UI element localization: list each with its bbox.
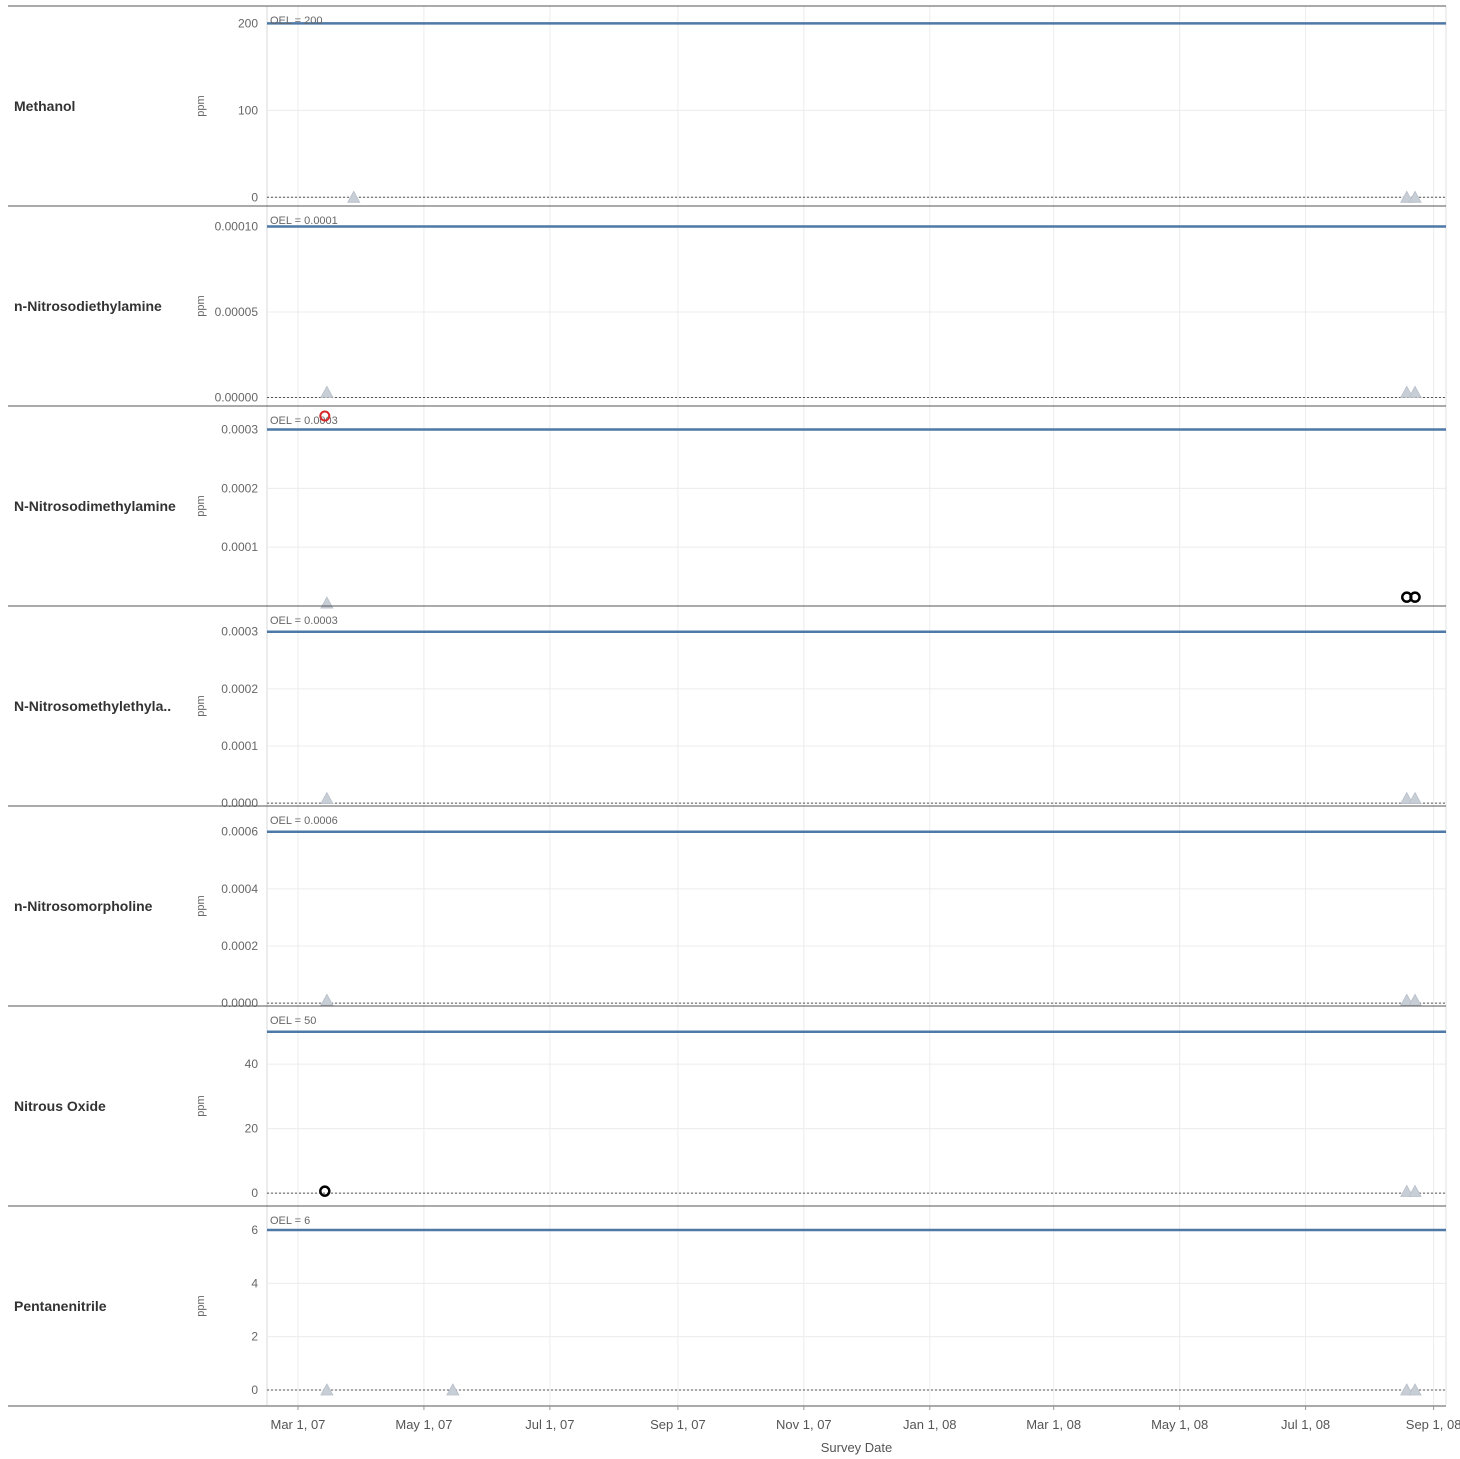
y-tick-label: 0.0003	[221, 625, 258, 639]
panel: n-Nitrosomorpholine ppm 0.0006 0.0004 0.0002…	[14, 815, 1446, 1010]
y-tick-label: 20	[245, 1122, 259, 1136]
x-tick-label: Jan 1, 08	[903, 1417, 957, 1432]
y-tick-label: 0.0001	[221, 540, 258, 554]
x-axis: Mar 1, 07 May 1, 07 Jul 1, 07 Sep 1, 07 Nov …	[271, 1405, 1460, 1455]
nondetect-marker	[1408, 993, 1422, 1006]
x-tick-label: Jul 1, 07	[525, 1417, 574, 1432]
x-axis-title: Survey Date	[821, 1440, 893, 1455]
y-tick-label: 0	[251, 1186, 258, 1200]
y-tick-label: 0.00010	[215, 220, 259, 234]
panel-label: n-Nitrosomorpholine	[14, 898, 153, 914]
y-tick-label: 0.0006	[221, 825, 258, 839]
y-tick-label: 2	[251, 1330, 258, 1344]
nondetect-marker	[1400, 190, 1414, 203]
nondetect-marker	[1400, 1383, 1414, 1396]
oel-label: OEL = 200	[270, 15, 323, 27]
panel: Pentanenitrile ppm 6 4 2 0 OEL = 6	[14, 1215, 1446, 1397]
y-tick-label: 4	[251, 1276, 258, 1290]
panel: Methanol ppm 200 100 0 OEL = 200	[14, 15, 1446, 204]
panel-label: n-Nitrosodiethylamine	[14, 298, 162, 314]
panel: n-Nitrosodiethylamine ppm 0.00010 0.00005 0.…	[14, 215, 1446, 404]
y-axis-title: ppm	[195, 1095, 207, 1116]
y-tick-label: 0.0002	[221, 481, 258, 495]
y-tick-label: 0.0003	[221, 423, 258, 437]
oel-label: OEL = 50	[270, 1015, 316, 1027]
x-tick-label: Sep 1, 07	[650, 1417, 706, 1432]
y-axis-title: ppm	[195, 495, 207, 516]
y-axis-title: ppm	[195, 1295, 207, 1316]
nondetect-marker	[320, 993, 334, 1006]
oel-label: OEL = 0.0006	[270, 815, 338, 827]
nondetect-marker	[1400, 385, 1414, 398]
y-axis-title: ppm	[195, 895, 207, 916]
x-tick-label: May 1, 08	[1151, 1417, 1208, 1432]
nondetect-marker	[1408, 385, 1422, 398]
panel-label: N-Nitrosomethylethyla..	[14, 698, 171, 714]
nondetect-marker	[1408, 1184, 1422, 1197]
panel-label: Pentanenitrile	[14, 1298, 107, 1314]
oel-label: OEL = 6	[270, 1215, 310, 1227]
panel: Nitrous Oxide ppm 40 20 0 OEL = 50	[14, 1015, 1446, 1200]
x-tick-label: Sep 1, 08	[1406, 1417, 1460, 1432]
y-tick-label: 100	[238, 103, 258, 117]
oel-label: OEL = 0.0001	[270, 215, 338, 227]
y-axis-title: ppm	[195, 695, 207, 716]
y-tick-label: 0.0001	[221, 739, 258, 753]
panel-label: Nitrous Oxide	[14, 1098, 106, 1114]
exceedance-marker	[319, 410, 331, 422]
nondetect-marker	[320, 385, 334, 398]
nondetect-marker	[1400, 791, 1414, 804]
y-tick-label: 0	[251, 1383, 258, 1397]
nondetect-marker	[320, 596, 334, 609]
x-tick-label: Nov 1, 07	[776, 1417, 832, 1432]
panel-label: N-Nitrosodimethylamine	[14, 498, 176, 514]
panel-label: Methanol	[14, 98, 75, 114]
panel: N-Nitrosodimethylamine ppm 0.0003 0.0002 0.0…	[14, 410, 1446, 609]
nondetect-marker	[1408, 190, 1422, 203]
nondetect-marker	[320, 1383, 334, 1396]
y-tick-label: 0.0000	[221, 796, 258, 810]
nondetect-marker	[347, 190, 361, 203]
x-tick-label: Mar 1, 08	[1026, 1417, 1081, 1432]
panel: N-Nitrosomethylethyla.. ppm 0.0003 0.0002 0.…	[14, 615, 1446, 810]
y-tick-label: 0.00000	[215, 390, 259, 404]
nondetect-marker	[1400, 993, 1414, 1006]
y-tick-label: 40	[245, 1057, 259, 1071]
x-tick-label: Jul 1, 08	[1281, 1417, 1330, 1432]
nondetect-marker	[1400, 1184, 1414, 1197]
nondetect-marker	[1408, 791, 1422, 804]
y-tick-label: 0.00005	[215, 305, 259, 319]
detect-marker	[319, 1185, 331, 1197]
y-tick-label: 200	[238, 16, 258, 30]
x-tick-label: May 1, 07	[395, 1417, 452, 1432]
oel-label: OEL = 0.0003	[270, 415, 338, 427]
x-tick-label: Mar 1, 07	[271, 1417, 326, 1432]
y-tick-label: 0.0000	[221, 996, 258, 1010]
y-axis-title: ppm	[195, 295, 207, 316]
nondetect-marker	[320, 791, 334, 804]
y-tick-label: 6	[251, 1223, 258, 1237]
detect-marker	[1409, 591, 1421, 603]
y-tick-label: 0.0002	[221, 682, 258, 696]
nondetect-marker	[1408, 1383, 1422, 1396]
y-tick-label: 0	[251, 190, 258, 204]
y-tick-label: 0.0004	[221, 882, 258, 896]
y-tick-label: 0.0002	[221, 939, 258, 953]
nondetect-marker	[446, 1383, 460, 1396]
y-axis-title: ppm	[195, 95, 207, 116]
x-gridlines	[297, 6, 1435, 1405]
oel-label: OEL = 0.0003	[270, 615, 338, 627]
